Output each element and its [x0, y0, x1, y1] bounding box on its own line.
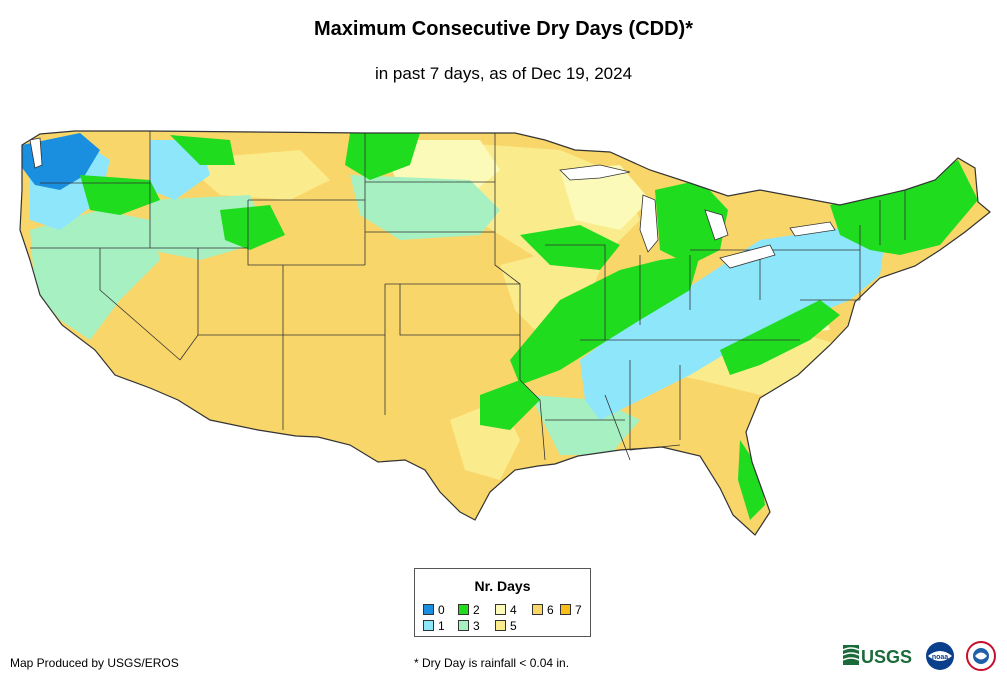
zone-2-days-carolinas — [720, 300, 840, 375]
legend-swatch-2 — [458, 604, 469, 615]
zone-2-days-iowa — [520, 225, 620, 270]
legend-swatch-3 — [458, 620, 469, 631]
legend-item-5: 5 — [495, 619, 535, 633]
legend-label-2: 2 — [473, 603, 480, 617]
legend-swatch-0 — [423, 604, 434, 615]
zone-3-days-plains — [350, 175, 500, 240]
zone-2-days-new-england — [830, 160, 978, 255]
legend-item-6: 6 — [532, 603, 572, 617]
noaa-logo: noaa — [926, 642, 954, 670]
legend-item-2: 2 — [458, 603, 498, 617]
zone-4-days-wisconsin — [560, 165, 650, 230]
legend-label-7: 7 — [575, 603, 582, 617]
legend-item-0: 0 — [423, 603, 463, 617]
legend-label-3: 3 — [473, 619, 480, 633]
map-credit: Map Produced by USGS/EROS — [10, 656, 179, 670]
zone-2-days-idaho-panhandle — [170, 135, 235, 165]
zone-2-days-michigan — [655, 180, 728, 265]
usgs-logo-text: USGS — [861, 647, 912, 667]
legend-swatch-1 — [423, 620, 434, 631]
legend-item-3: 3 — [458, 619, 498, 633]
legend-item-4: 4 — [495, 603, 535, 617]
legend-item-1: 1 — [423, 619, 463, 633]
zone-2-days-florida — [738, 440, 765, 520]
zone-2-days-texas-east — [480, 380, 540, 430]
map-subtitle: in past 7 days, as of Dec 19, 2024 — [374, 64, 633, 83]
legend-label-1: 1 — [438, 619, 445, 633]
legend-label-4: 4 — [510, 603, 517, 617]
legend-swatch-5 — [495, 620, 506, 631]
dry-day-footnote: * Dry Day is rainfall < 0.04 in. — [414, 656, 570, 670]
legend-item-7: 7 — [560, 603, 600, 617]
zone-2-days-montana-north — [345, 133, 420, 180]
great-lakes — [29, 137, 836, 269]
nws-logo — [966, 641, 996, 671]
zone-3-days-west — [30, 210, 160, 340]
map-legend: Nr. Days 0 1 2 3 4 5 6 — [414, 568, 591, 637]
zone-2-days-wyoming — [220, 205, 285, 250]
usgs-logo: USGS — [843, 645, 912, 667]
legend-label-5: 5 — [510, 619, 517, 633]
state-borders — [30, 131, 906, 461]
legend-swatch-6 — [532, 604, 543, 615]
legend-swatch-7 — [560, 604, 571, 615]
zone-2-days-oregon — [80, 175, 160, 215]
agency-logos: USGS noaa — [843, 641, 996, 671]
legend-swatch-4 — [495, 604, 506, 615]
us-outline — [19, 130, 991, 536]
noaa-logo-text: noaa — [932, 654, 948, 661]
cdd-map — [19, 130, 991, 536]
zone-1-day-ohio-valley — [580, 225, 885, 420]
map-title: Maximum Consecutive Dry Days (CDD)* — [314, 18, 693, 40]
legend-label-6: 6 — [547, 603, 554, 617]
legend-label-0: 0 — [438, 603, 445, 617]
legend-title: Nr. Days — [474, 578, 531, 594]
cdd-zones — [20, 131, 990, 535]
